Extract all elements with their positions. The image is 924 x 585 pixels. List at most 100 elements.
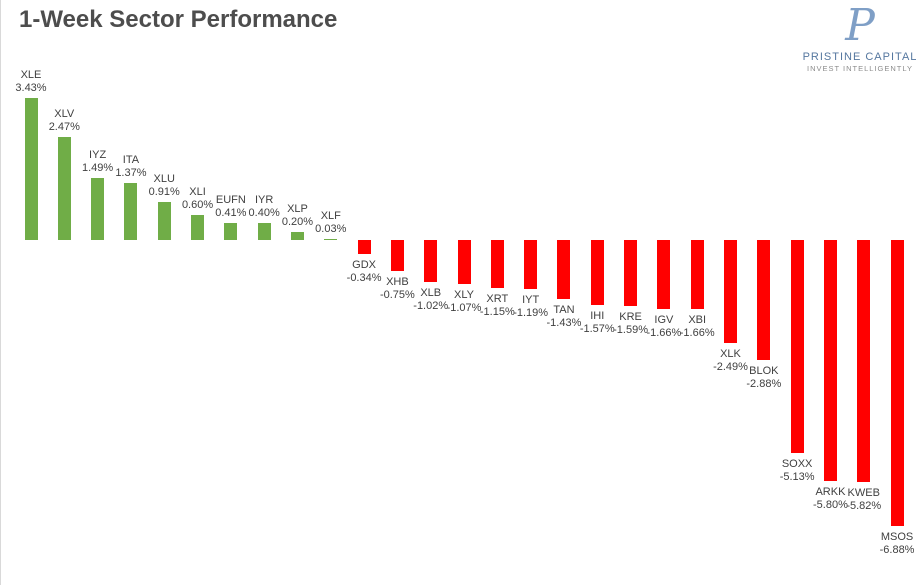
bar-label-xlv: XLV 2.47%: [38, 108, 90, 134]
bar-ticker: ITA: [122, 154, 140, 166]
bar-xbi: [690, 240, 704, 309]
bar-ticker: IYZ: [89, 149, 107, 161]
bar-label-iyt: IYT -1.19%: [505, 294, 557, 320]
bar-ticker: XLV: [54, 108, 75, 120]
bar-label-xlu: XLU 0.91%: [138, 173, 190, 199]
bar-xlk: [724, 240, 737, 343]
pristine-capital-logo: P PRISTINE CAPITAL INVEST INTELLIGENTLY: [802, 2, 918, 74]
bar-value: -0.75%: [379, 289, 415, 301]
bar-value: 3.43%: [15, 82, 47, 94]
bar-value: 1.49%: [82, 162, 114, 174]
bar-label-xlb: XLB -1.02%: [405, 287, 457, 313]
bar-value: 0.40%: [248, 207, 280, 219]
bar-iyz: [91, 178, 105, 240]
bar-label-xhb: XHB -0.75%: [371, 276, 423, 302]
bar-value: -1.59%: [613, 324, 648, 336]
bar-ticker: SOXX: [781, 458, 813, 470]
bar-ticker: TAN: [553, 304, 575, 316]
bar-ticker: XLE: [20, 69, 42, 81]
bar-value: -5.80%: [813, 499, 848, 511]
bar-value: -1.15%: [479, 306, 515, 318]
bar-value: -6.88%: [879, 544, 915, 556]
bar-value: -1.07%: [446, 302, 482, 314]
bar-xli: [191, 215, 205, 240]
bar-ticker: KWEB: [847, 487, 880, 499]
bar-ita: [124, 183, 138, 240]
bar-label-tan: TAN -1.43%: [538, 304, 590, 330]
bar-label-xlp: XLP 0.20%: [271, 203, 323, 229]
bar-value: -0.34%: [346, 272, 382, 284]
bar-ticker: MSOS: [880, 531, 914, 543]
bar-ticker: XLP: [287, 203, 308, 215]
bar-xly: [457, 240, 471, 284]
bar-ticker: XLK: [720, 348, 741, 360]
bar-eufn: [224, 223, 238, 240]
bar-ticker: EUFN: [215, 194, 246, 206]
bar-label-xlk: XLK -2.49%: [705, 348, 757, 374]
bar-gdx: [357, 240, 371, 254]
bar-value: -1.66%: [646, 327, 682, 339]
bar-ticker: XLU: [153, 173, 175, 185]
bar-label-ita: ITA 1.37%: [105, 154, 157, 180]
bar-label-xrt: XRT -1.15%: [471, 293, 523, 319]
bar-label-xlf: XLF 0.03%: [305, 210, 357, 236]
bar-xlb: [424, 240, 438, 282]
bar-ticker: XLB: [420, 287, 442, 299]
bar-ticker: XBI: [688, 314, 707, 326]
bar-ticker: XLI: [189, 186, 206, 198]
bar-value: -1.57%: [579, 323, 615, 335]
bar-label-xli: XLI 0.60%: [172, 186, 224, 212]
bar-ticker: IGV: [654, 314, 674, 326]
bar-label-igv: IGV -1.66%: [638, 314, 690, 340]
bar-arkk: [823, 240, 837, 481]
bar-value: -1.43%: [546, 317, 582, 329]
bar-ticker: KRE: [619, 311, 642, 323]
bar-label-xly: XLY -1.07%: [438, 289, 490, 315]
bar-value: 0.41%: [215, 207, 247, 219]
bar-value: 0.03%: [315, 223, 347, 235]
bar-value: -2.88%: [746, 378, 782, 390]
bar-ihi: [590, 240, 604, 305]
bar-value: -2.49%: [713, 361, 748, 373]
bar-xlf: [324, 239, 338, 240]
bar-value: 0.91%: [148, 186, 180, 198]
bar-xhb: [390, 240, 404, 271]
logo-tagline: INVEST INTELLIGENTLY: [807, 64, 913, 73]
bar-soxx: [790, 240, 804, 453]
bar-value: 2.47%: [48, 121, 80, 133]
bar-value: 0.20%: [281, 216, 314, 228]
bar-blok: [757, 240, 771, 360]
bar-ticker: IYR: [254, 194, 274, 206]
bar-value: 1.37%: [115, 167, 147, 179]
bar-xrt: [490, 240, 504, 288]
bar-kweb: [857, 240, 871, 482]
bar-ticker: ARKK: [815, 486, 846, 498]
bar-label-eufn: EUFN 0.41%: [205, 194, 257, 220]
bar-kre: [624, 240, 638, 306]
bar-ticker: XLF: [320, 210, 341, 222]
bar-value: -5.13%: [779, 471, 815, 483]
bar-igv: [657, 240, 671, 309]
page-title: 1-Week Sector Performance: [19, 6, 338, 33]
bar-value: -1.02%: [413, 300, 449, 312]
bar-value: 0.60%: [181, 199, 214, 211]
logo-company-name: PRISTINE CAPITAL: [802, 51, 918, 63]
bar-xlu: [157, 202, 171, 240]
bar-label-xbi: XBI -1.66%: [671, 314, 723, 340]
bar-label-gdx: GDX -0.34%: [338, 259, 390, 285]
bar-ticker: XHB: [386, 276, 409, 288]
bar-value: -1.19%: [513, 307, 549, 319]
bar-iyt: [524, 240, 538, 289]
bar-label-xle: XLE 3.43%: [5, 69, 57, 95]
bar-value: -1.66%: [679, 327, 715, 339]
bar-ticker: XRT: [486, 293, 509, 305]
bar-label-msos: MSOS -6.88%: [871, 531, 923, 557]
bar-iyr: [257, 223, 271, 240]
bar-label-kre: KRE -1.59%: [605, 311, 657, 337]
bar-xle: [24, 98, 38, 240]
bar-label-kweb: KWEB -5.82%: [838, 487, 890, 513]
bar-tan: [557, 240, 571, 299]
bar-xlp: [290, 232, 304, 240]
